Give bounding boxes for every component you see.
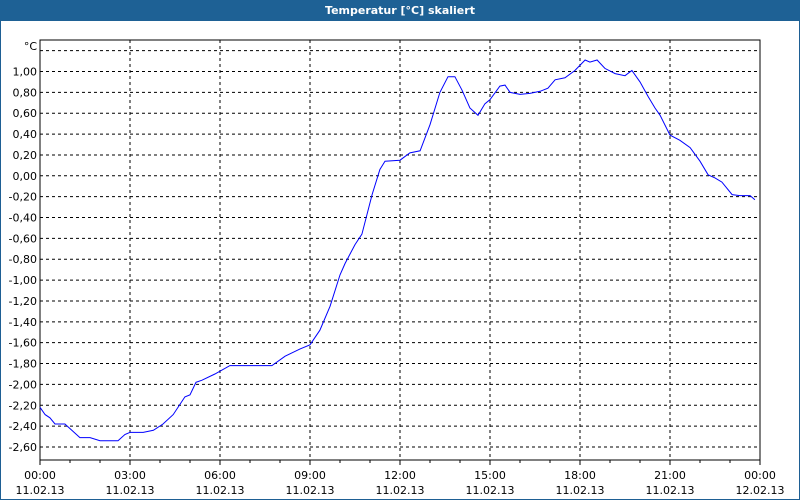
y-tick-label: 0,20: [13, 149, 38, 162]
y-tick-label: 1,00: [13, 66, 38, 79]
y-tick-label: 0,80: [13, 86, 38, 99]
y-axis-unit: °C: [24, 40, 38, 53]
y-tick-label: -1,00: [9, 274, 37, 287]
y-tick-label: 0,00: [13, 170, 38, 183]
x-tick-date: 12.02.13: [736, 484, 785, 497]
x-tick-date: 11.02.13: [556, 484, 605, 497]
x-tick-date: 11.02.13: [646, 484, 695, 497]
y-tick-label: -0,60: [9, 232, 37, 245]
temperature-line: [39, 59, 756, 442]
y-tick-label: -2,40: [9, 420, 37, 433]
y-tick-label: -2,60: [9, 441, 37, 454]
y-tick-label: 0,60: [13, 107, 38, 120]
x-tick-time: 03:00: [114, 469, 146, 482]
y-tick-label: 0,40: [13, 128, 38, 141]
y-tick-label: -1,20: [9, 295, 37, 308]
x-tick-time: 06:00: [204, 469, 236, 482]
x-tick-time: 21:00: [654, 469, 686, 482]
y-tick-label: -0,20: [9, 191, 37, 204]
chart-title: Temperatur [°C] skaliert: [0, 0, 800, 21]
x-tick-date: 11.02.13: [376, 484, 425, 497]
y-tick-label: -0,40: [9, 212, 37, 225]
x-tick-time: 00:00: [24, 469, 56, 482]
x-tick-date: 11.02.13: [286, 484, 335, 497]
y-tick-label: -1,80: [9, 358, 37, 371]
x-tick-time: 09:00: [294, 469, 326, 482]
x-tick-date: 11.02.13: [466, 484, 515, 497]
x-tick-time: 00:00: [744, 469, 776, 482]
y-tick-label: -1,40: [9, 316, 37, 329]
x-tick-time: 18:00: [564, 469, 596, 482]
x-tick-date: 11.02.13: [196, 484, 245, 497]
x-tick-date: 11.02.13: [16, 484, 65, 497]
y-tick-label: -1,60: [9, 337, 37, 350]
x-tick-date: 11.02.13: [106, 484, 155, 497]
x-tick-time: 15:00: [474, 469, 506, 482]
y-tick-label: -2,20: [9, 399, 37, 412]
x-tick-time: 12:00: [384, 469, 416, 482]
y-tick-label: -2,00: [9, 378, 37, 391]
y-tick-label: -0,80: [9, 253, 37, 266]
